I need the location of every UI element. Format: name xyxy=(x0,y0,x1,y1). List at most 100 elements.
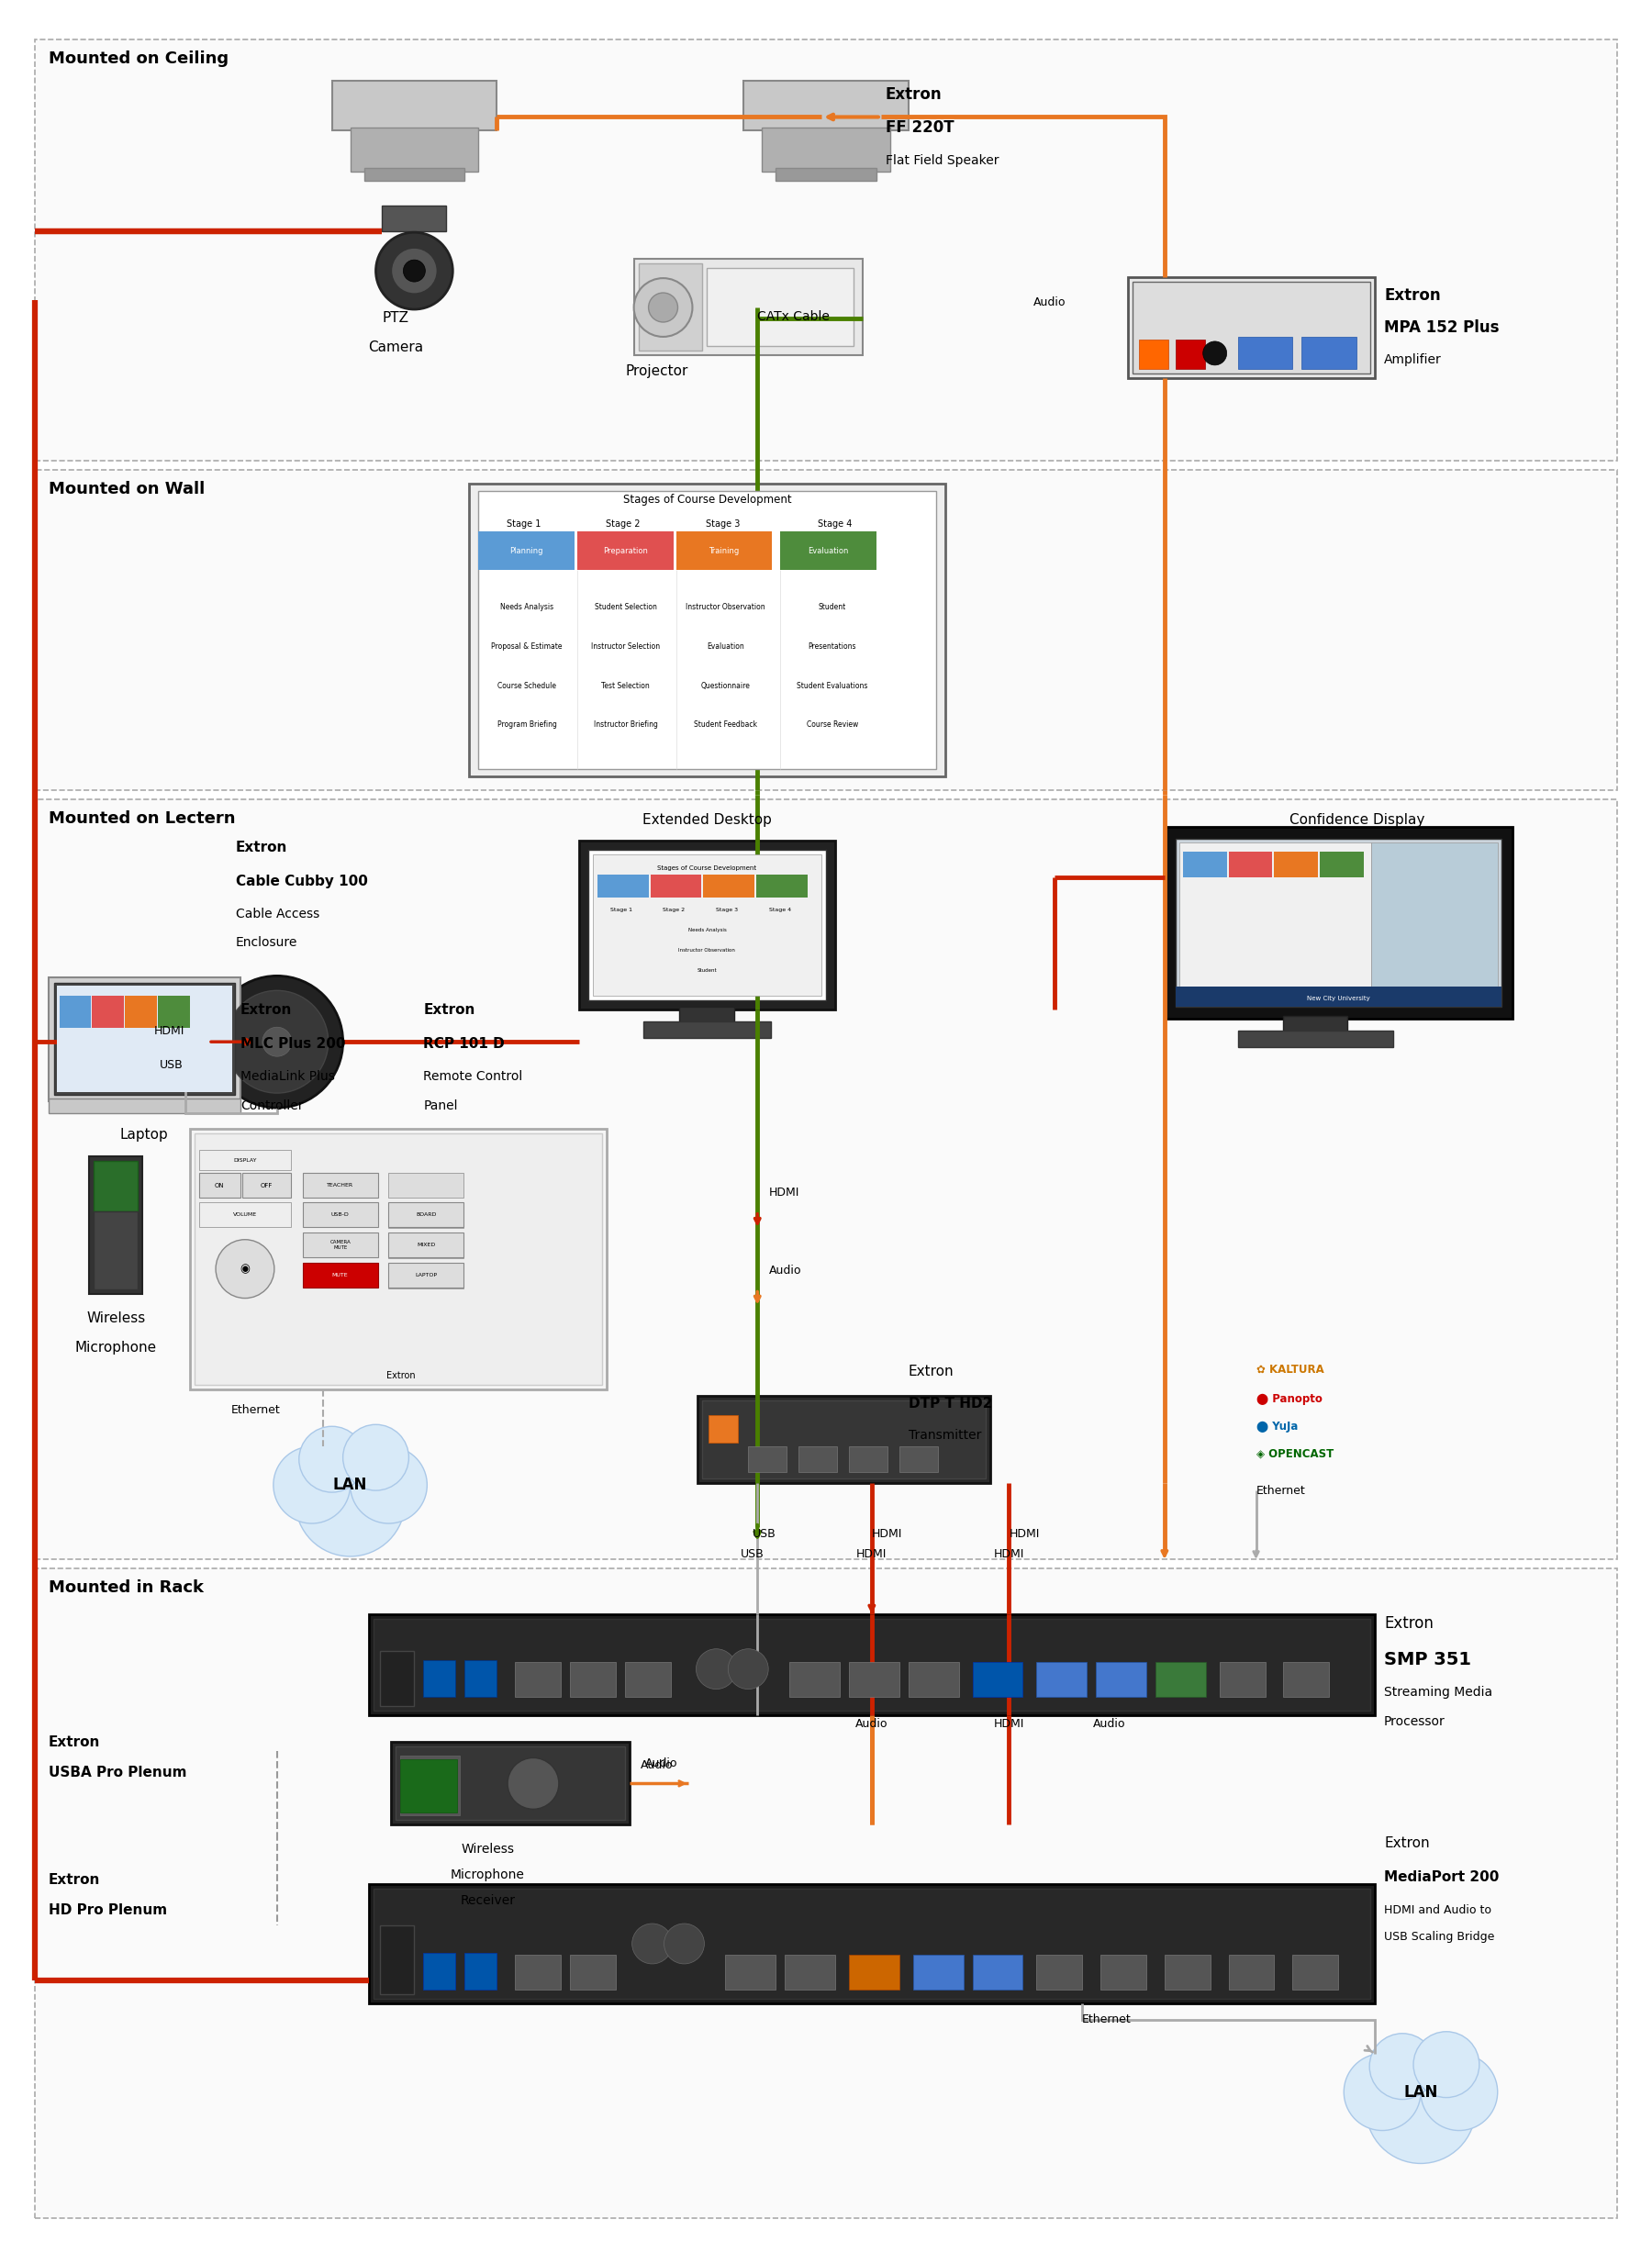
Text: Remote Control: Remote Control xyxy=(423,1070,522,1084)
FancyBboxPatch shape xyxy=(59,996,91,1027)
FancyBboxPatch shape xyxy=(368,1884,1374,2003)
Text: ◈ OPENCAST: ◈ OPENCAST xyxy=(1256,1449,1333,1460)
Text: Stage 1: Stage 1 xyxy=(507,520,542,529)
FancyBboxPatch shape xyxy=(332,81,497,131)
FancyBboxPatch shape xyxy=(1183,852,1227,876)
Text: Panel: Panel xyxy=(423,1099,458,1113)
Text: Ethernet: Ethernet xyxy=(1256,1485,1305,1496)
FancyBboxPatch shape xyxy=(363,169,464,180)
FancyBboxPatch shape xyxy=(1165,1956,1211,1989)
Text: USBA Pro Plenum: USBA Pro Plenum xyxy=(48,1766,187,1780)
Text: HDMI: HDMI xyxy=(154,1025,183,1036)
Text: Cable Cubby 100: Cable Cubby 100 xyxy=(236,874,368,888)
Text: HDMI: HDMI xyxy=(770,1187,800,1199)
FancyBboxPatch shape xyxy=(423,1660,456,1697)
FancyBboxPatch shape xyxy=(598,874,649,897)
Text: MediaPort 200: MediaPort 200 xyxy=(1384,1870,1498,1884)
Text: Receiver: Receiver xyxy=(459,1895,515,1906)
Text: Streaming Media: Streaming Media xyxy=(1384,1685,1492,1699)
Text: Audio: Audio xyxy=(1032,295,1066,309)
Circle shape xyxy=(664,1924,704,1965)
Text: Stages of Course Development: Stages of Course Development xyxy=(657,865,757,870)
FancyBboxPatch shape xyxy=(624,1663,671,1697)
Text: New City University: New City University xyxy=(1307,996,1370,1003)
FancyBboxPatch shape xyxy=(515,1956,560,1989)
Text: Stage 1: Stage 1 xyxy=(610,908,633,912)
FancyBboxPatch shape xyxy=(479,491,935,768)
FancyBboxPatch shape xyxy=(159,996,190,1027)
FancyBboxPatch shape xyxy=(634,259,862,356)
Text: Extron: Extron xyxy=(1384,288,1441,304)
FancyBboxPatch shape xyxy=(302,1174,378,1196)
Text: Wireless: Wireless xyxy=(86,1311,145,1325)
FancyBboxPatch shape xyxy=(89,1156,142,1293)
Text: Stage 3: Stage 3 xyxy=(715,908,738,912)
FancyBboxPatch shape xyxy=(790,1663,839,1697)
FancyBboxPatch shape xyxy=(1237,336,1292,369)
FancyBboxPatch shape xyxy=(1138,340,1168,369)
Text: Mounted on Ceiling: Mounted on Ceiling xyxy=(48,50,228,68)
Text: ON: ON xyxy=(215,1183,225,1187)
Text: Mounted in Rack: Mounted in Rack xyxy=(48,1579,203,1595)
Text: Audio: Audio xyxy=(770,1264,801,1277)
Text: Student Evaluations: Student Evaluations xyxy=(796,680,867,689)
Text: Stage 2: Stage 2 xyxy=(662,908,686,912)
FancyBboxPatch shape xyxy=(651,874,702,897)
Text: Extron: Extron xyxy=(423,1003,476,1016)
FancyBboxPatch shape xyxy=(849,1956,899,1989)
FancyBboxPatch shape xyxy=(776,169,876,180)
FancyBboxPatch shape xyxy=(709,1415,738,1442)
Circle shape xyxy=(1414,2032,1479,2098)
FancyBboxPatch shape xyxy=(1320,852,1365,876)
Text: Questionnaire: Questionnaire xyxy=(700,680,750,689)
Text: RCP 101 D: RCP 101 D xyxy=(423,1036,506,1050)
FancyBboxPatch shape xyxy=(679,1007,735,1023)
Text: ⬤ Panopto: ⬤ Panopto xyxy=(1256,1392,1322,1406)
Text: Extron: Extron xyxy=(387,1372,415,1381)
Text: Microphone: Microphone xyxy=(451,1868,525,1881)
FancyBboxPatch shape xyxy=(1302,336,1356,369)
FancyBboxPatch shape xyxy=(35,469,1617,791)
FancyBboxPatch shape xyxy=(368,1613,1374,1715)
Text: Extron: Extron xyxy=(236,840,287,854)
FancyBboxPatch shape xyxy=(302,1203,378,1228)
Text: LAN: LAN xyxy=(334,1476,367,1494)
FancyBboxPatch shape xyxy=(35,1568,1617,2219)
FancyBboxPatch shape xyxy=(423,1953,456,1989)
Text: Extended Desktop: Extended Desktop xyxy=(643,813,771,827)
Text: Stages of Course Development: Stages of Course Development xyxy=(623,493,791,505)
Text: Ethernet: Ethernet xyxy=(231,1404,281,1415)
Text: Stage 4: Stage 4 xyxy=(818,520,852,529)
Circle shape xyxy=(695,1649,737,1690)
Text: MIXED: MIXED xyxy=(416,1244,436,1248)
Text: MLC Plus 200: MLC Plus 200 xyxy=(241,1036,345,1050)
FancyBboxPatch shape xyxy=(1036,1956,1082,1989)
Circle shape xyxy=(344,1424,408,1491)
Text: Audio: Audio xyxy=(856,1719,889,1730)
FancyBboxPatch shape xyxy=(388,1232,464,1257)
Circle shape xyxy=(216,1239,274,1298)
FancyBboxPatch shape xyxy=(704,874,755,897)
Text: HDMI: HDMI xyxy=(993,1719,1024,1730)
FancyBboxPatch shape xyxy=(762,128,890,171)
FancyBboxPatch shape xyxy=(1237,1032,1393,1048)
Text: Mounted on Wall: Mounted on Wall xyxy=(48,480,205,498)
Circle shape xyxy=(1421,2052,1498,2131)
Circle shape xyxy=(273,1446,350,1523)
FancyBboxPatch shape xyxy=(1284,1016,1348,1032)
Circle shape xyxy=(226,991,329,1093)
FancyBboxPatch shape xyxy=(697,1397,991,1482)
FancyBboxPatch shape xyxy=(849,1663,899,1697)
Circle shape xyxy=(392,248,438,293)
FancyBboxPatch shape xyxy=(382,205,446,232)
FancyBboxPatch shape xyxy=(849,1446,887,1471)
Text: Needs Analysis: Needs Analysis xyxy=(501,604,553,611)
FancyBboxPatch shape xyxy=(190,1129,606,1390)
FancyBboxPatch shape xyxy=(1229,852,1272,876)
FancyBboxPatch shape xyxy=(1284,1663,1330,1697)
Text: Transmitter: Transmitter xyxy=(909,1428,981,1442)
Text: ⬤ YuJa: ⬤ YuJa xyxy=(1256,1419,1298,1433)
Text: Laptop: Laptop xyxy=(121,1129,169,1142)
FancyBboxPatch shape xyxy=(1155,1663,1206,1697)
Text: Student Selection: Student Selection xyxy=(595,604,657,611)
